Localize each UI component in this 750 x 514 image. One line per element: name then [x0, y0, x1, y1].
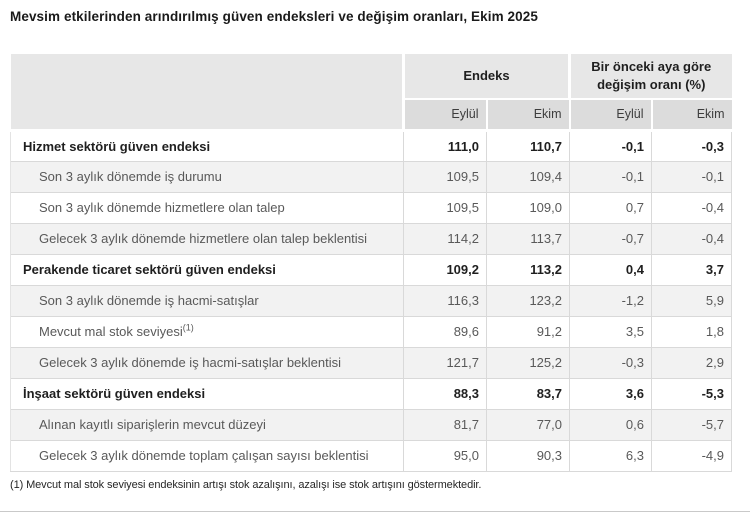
confidence-index-table: Endeks Bir önceki aya göre değişim oranı… — [10, 54, 732, 472]
cell-value: 83,7 — [486, 377, 570, 409]
row-label: Son 3 aylık dönemde hizmetlere olan tale… — [10, 191, 404, 223]
cell-value: 91,2 — [486, 315, 570, 347]
table-row: Son 3 aylık dönemde hizmetlere olan tale… — [10, 191, 732, 223]
table-row: Son 3 aylık dönemde iş durumu 109,5 109,4-… — [10, 160, 732, 192]
row-label: Son 3 aylık dönemde iş hacmi-satışlar — [10, 284, 404, 316]
cell-value: -0,1 — [569, 160, 652, 192]
row-label: Alınan kayıtlı siparişlerin mevcut düzey… — [10, 408, 404, 440]
row-label: Mevcut mal stok seviyesi(1) — [10, 315, 404, 347]
section-row: Hizmet sektörü güven endeksi 111,0 110,7 -0… — [10, 128, 732, 161]
row-label: İnşaat sektörü güven endeksi — [10, 377, 404, 409]
cell-value: 3,5 — [569, 315, 652, 347]
cell-value: 95,0 — [403, 439, 487, 472]
page-title: Mevsim etkilerinden arındırılmış güven e… — [10, 9, 538, 24]
row-label-text: Son 3 aylık dönemde hizmetlere olan tale… — [39, 200, 285, 215]
row-label-text: Son 3 aylık dönemde iş hacmi-satışlar — [39, 293, 259, 308]
footnote: (1) Mevcut mal stok seviyesi endeksinin … — [10, 478, 482, 491]
row-label: Hizmet sektörü güven endeksi — [10, 128, 404, 161]
cell-value: 125,2 — [486, 346, 570, 378]
subheader-degisim-ekim: Ekim — [650, 99, 732, 130]
cell-value: 109,4 — [486, 160, 570, 192]
cell-value: -5,7 — [651, 408, 732, 440]
cell-value: -0,7 — [569, 222, 652, 254]
table-row: Gelecek 3 aylık dönemde toplam çalışan s… — [10, 439, 732, 472]
row-label: Gelecek 3 aylık dönemde toplam çalışan s… — [10, 439, 404, 472]
cell-value: 0,7 — [569, 191, 652, 223]
cell-value: 3,7 — [651, 253, 732, 285]
cell-value: 0,4 — [569, 253, 652, 285]
cell-value: -0,4 — [651, 191, 732, 223]
row-label: Perakende ticaret sektörü güven endeksi — [10, 253, 404, 285]
cell-value: 89,6 — [403, 315, 487, 347]
table-row: Alınan kayıtlı siparişlerin mevcut düzey… — [10, 408, 732, 440]
corner-cell — [10, 54, 405, 130]
cell-value: -1,2 — [569, 284, 652, 316]
cell-value: 77,0 — [486, 408, 570, 440]
cell-value: 114,2 — [403, 222, 487, 254]
cell-value: 116,3 — [403, 284, 487, 316]
cell-value: 113,7 — [486, 222, 570, 254]
row-label: Son 3 aylık dönemde iş durumu — [10, 160, 404, 192]
row-label-text: Alınan kayıtlı siparişlerin mevcut düzey… — [39, 417, 266, 432]
row-label: Gelecek 3 aylık dönemde iş hacmi-satışla… — [10, 346, 404, 378]
cell-value: 81,7 — [403, 408, 487, 440]
cell-value: -0,1 — [651, 160, 732, 192]
cell-value: 6,3 — [569, 439, 652, 472]
cell-value: 0,6 — [569, 408, 652, 440]
cell-value: 111,0 — [403, 128, 487, 161]
row-label-text: Gelecek 3 aylık dönemde iş hacmi-satışla… — [39, 355, 342, 370]
cell-value: 1,8 — [651, 315, 732, 347]
cell-value: -0,3 — [651, 128, 732, 161]
cell-value: 109,5 — [403, 191, 487, 223]
cell-value: 90,3 — [486, 439, 570, 472]
subheader-endeks-ekim: Ekim — [485, 99, 570, 130]
column-group-change-rate: Bir önceki aya göre değişim oranı (%) — [568, 54, 732, 100]
cell-value: 109,0 — [486, 191, 570, 223]
cell-value: 123,2 — [486, 284, 570, 316]
cell-value: 88,3 — [403, 377, 487, 409]
row-label-text: Gelecek 3 aylık dönemde hizmetlere olan … — [39, 231, 368, 246]
cell-value: 5,9 — [651, 284, 732, 316]
row-label: Gelecek 3 aylık dönemde hizmetlere olan … — [10, 222, 404, 254]
section-row: Perakende ticaret sektörü güven endeksi 1… — [10, 253, 732, 285]
table-body: Hizmet sektörü güven endeksi 111,0 110,7 -0… — [10, 128, 732, 472]
cell-value: 3,6 — [569, 377, 652, 409]
cell-value: 121,7 — [403, 346, 487, 378]
row-label-text: Son 3 aylık dönemde iş durumu — [39, 169, 222, 184]
table-row: Gelecek 3 aylık dönemde hizmetlere olan … — [10, 222, 732, 254]
cell-value: 113,2 — [486, 253, 570, 285]
table-header: Endeks Bir önceki aya göre değişim oranı… — [10, 54, 732, 130]
row-label-text: Gelecek 3 aylık dönemde toplam çalışan s… — [39, 448, 369, 463]
cell-value: -0,4 — [651, 222, 732, 254]
footnote-marker: (1) — [182, 322, 194, 333]
subheader-row: Eylül Ekim Eylül Ekim — [11, 99, 732, 130]
subheader-degisim-eylul: Eylül — [568, 99, 652, 130]
row-label-text: Perakende ticaret sektörü güven endeksi — [23, 262, 276, 277]
bottom-divider — [0, 511, 750, 512]
column-group-endeks: Endeks — [403, 54, 570, 100]
cell-value: -4,9 — [651, 439, 732, 472]
subheader-endeks-eylul: Eylül — [403, 99, 487, 130]
row-label-text: Mevcut mal stok seviyesi — [39, 324, 183, 339]
table-row: Gelecek 3 aylık dönemde iş hacmi-satışla… — [10, 346, 732, 378]
cell-value: 109,5 — [403, 160, 487, 192]
table-row: Son 3 aylık dönemde iş hacmi-satışlar 116… — [10, 284, 732, 316]
table-row: Mevcut mal stok seviyesi(1) 89,6 91,2 3,5 1,… — [10, 315, 732, 347]
cell-value: 110,7 — [486, 128, 570, 161]
cell-value: 109,2 — [403, 253, 487, 285]
row-label-text: Hizmet sektörü güven endeksi — [23, 138, 211, 154]
cell-value: 2,9 — [651, 346, 732, 378]
cell-value: -0,3 — [569, 346, 652, 378]
row-label-text: İnşaat sektörü güven endeksi — [23, 386, 206, 401]
section-row: İnşaat sektörü güven endeksi 88,3 83,7 3,6-… — [10, 377, 732, 409]
cell-value: -0,1 — [569, 128, 652, 161]
cell-value: -5,3 — [651, 377, 732, 409]
column-group-row: Endeks Bir önceki aya göre değişim oranı… — [10, 54, 732, 130]
